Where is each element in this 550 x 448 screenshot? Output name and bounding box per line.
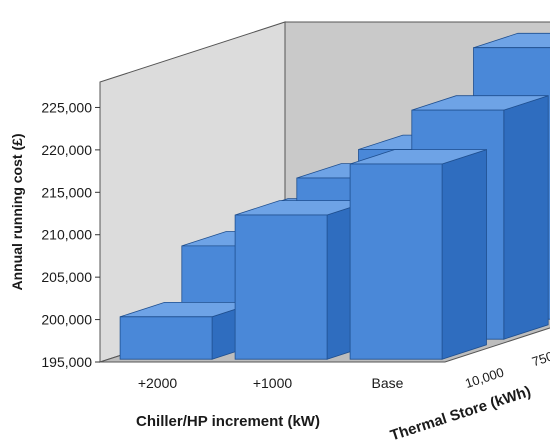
bar-side <box>503 95 549 340</box>
bar-side <box>441 149 487 360</box>
y-tick-label: 210,000 <box>41 227 92 243</box>
y-axis-label: Annual running cost (£) <box>9 133 25 290</box>
z-tick-label: 7500 <box>530 346 550 369</box>
x-tick-label: +2000 <box>138 375 178 391</box>
bar <box>349 163 443 360</box>
bar <box>234 214 328 360</box>
y-tick-label: 220,000 <box>41 142 92 158</box>
z-tick-label: 10,000 <box>463 364 505 391</box>
bar <box>119 316 213 360</box>
y-tick-label: 195,000 <box>41 354 92 370</box>
y-tick-label: 200,000 <box>41 312 92 328</box>
y-tick-label: 225,000 <box>41 99 92 115</box>
z-axis-label: Thermal Store (kWh) <box>388 383 533 444</box>
y-tick-label: 205,000 <box>41 269 92 285</box>
x-axis-label: Chiller/HP increment (kW) <box>136 413 320 430</box>
y-tick-label: 215,000 <box>41 184 92 200</box>
x-tick-label: +1000 <box>253 375 293 391</box>
x-tick-label: Base <box>372 375 404 391</box>
